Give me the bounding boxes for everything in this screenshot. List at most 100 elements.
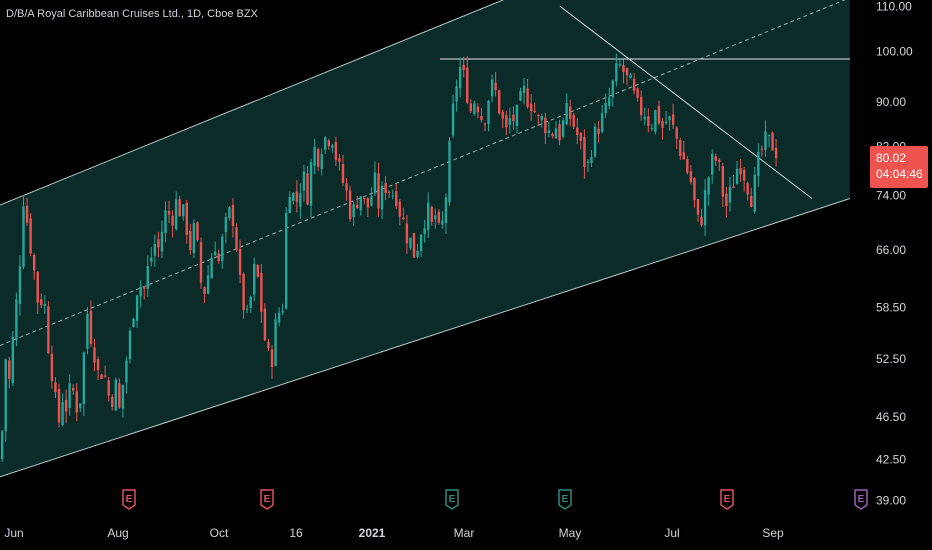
candle-body [423,228,426,235]
candle [189,223,192,255]
candle-body [64,399,68,412]
channel-median-line[interactable] [0,0,850,346]
price-axis-tick-label: 58.50 [876,300,906,314]
candle-body [295,191,299,202]
candle [75,383,78,422]
earnings-marker[interactable]: E [260,489,274,510]
candle-body [373,172,377,194]
earnings-marker[interactable]: E [122,489,136,510]
price-axis-tick-label: 52.50 [876,352,906,366]
candle [480,107,483,123]
candle-body [458,67,462,89]
candle [522,77,526,105]
candle [274,312,277,367]
candle-body [302,171,306,191]
candle [693,177,696,208]
candle [135,294,139,328]
candle-body [288,196,291,214]
candle [171,210,174,238]
candle [210,253,213,279]
candle [64,389,68,424]
candle-body [444,197,448,223]
candle [277,306,281,327]
candle-body [540,116,543,121]
candle [718,158,721,171]
candle-body [476,106,480,113]
candle-body [586,161,590,164]
candle [185,200,188,244]
countdown-timer: 04:04:46 [876,167,923,181]
candle-body [728,186,732,203]
earnings-marker[interactable]: E [558,489,572,510]
candle-body [100,374,103,379]
candle-body [160,231,164,252]
earnings-badge-icon [445,489,459,510]
drawing-lines-group[interactable] [0,0,851,478]
candle [281,303,284,316]
candle-body [732,186,735,189]
candle [419,233,423,258]
candle [508,107,512,134]
time-axis-tick-label: Jul [664,526,679,540]
candle-body [36,271,39,303]
candle-body [32,254,36,271]
earnings-marker[interactable]: E [445,489,459,510]
candle-body [466,67,469,103]
candle-body [483,123,487,125]
channel-upper-line[interactable] [0,0,850,206]
candle-body [490,79,494,97]
candle-body [668,116,671,121]
candle-body [409,237,412,249]
candle-body [746,183,749,195]
earnings-marker[interactable]: E [854,489,868,510]
earnings-badge-icon [720,489,734,510]
candle-body [348,190,352,219]
candle [316,147,320,171]
candle-body [89,311,93,345]
candle-body [494,82,497,91]
candle-body [281,310,284,313]
candle [494,72,497,97]
candle [153,234,157,267]
price-axis-tick-label: 74.00 [876,188,906,202]
candle [622,59,625,84]
candle-body [245,308,249,310]
candle [686,156,689,175]
candle [753,166,756,214]
candle-body [604,102,607,114]
candle-body [139,286,142,297]
candle-body [384,182,387,194]
candle-body [25,205,29,223]
candle-body [203,287,206,294]
candle [43,295,46,314]
channel-lower-line[interactable] [0,198,851,478]
candle [121,384,125,418]
candle [430,205,433,226]
candle-body [143,287,146,289]
candle [572,112,575,130]
downtrend-line[interactable] [559,5,813,199]
candle-body [256,264,259,277]
candle-body [558,124,561,141]
candle [267,338,270,351]
candle-body [292,193,295,201]
candle [366,197,370,218]
candle [714,153,717,166]
candle-body [554,128,558,139]
candle-body [434,215,437,220]
candle [664,111,668,125]
candle [728,177,732,212]
symbol-title[interactable]: D/B/A Royal Caribbean Cruises Ltd., 1D, … [6,8,258,20]
candle-body [231,205,235,226]
candle [632,73,636,95]
candle [100,373,103,380]
candle [292,192,295,205]
earnings-marker[interactable]: E [720,489,734,510]
candle-body [363,197,366,199]
candle [703,179,707,236]
candle-body [79,403,82,408]
candle [746,181,749,201]
